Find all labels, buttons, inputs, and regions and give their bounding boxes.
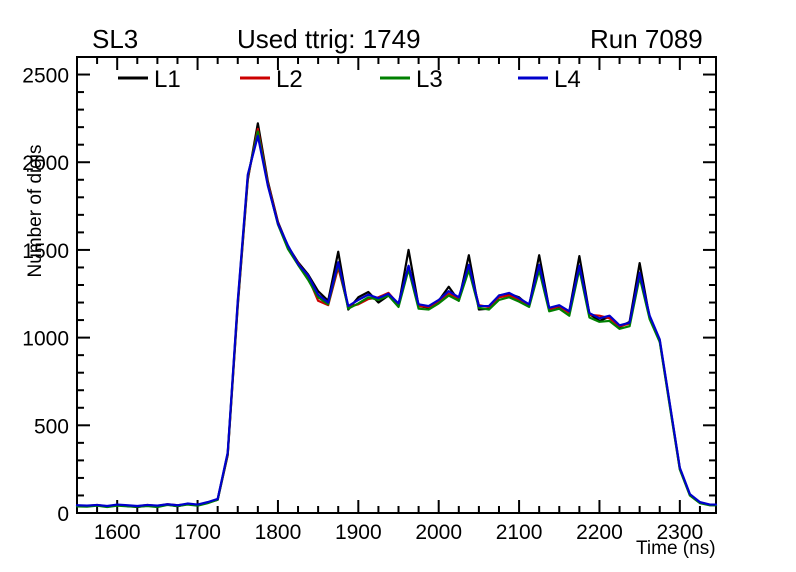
x-tick-label: 2100 bbox=[496, 521, 543, 544]
series-line-l4 bbox=[75, 134, 718, 508]
legend-label-l2: L2 bbox=[276, 66, 303, 93]
data-series-group bbox=[75, 122, 718, 509]
y-tick-label: 1000 bbox=[22, 328, 69, 351]
x-tick-label: 1800 bbox=[255, 521, 302, 544]
series-line-l2 bbox=[75, 127, 718, 508]
legend-label-l3: L3 bbox=[416, 66, 443, 93]
series-line-l1 bbox=[75, 122, 718, 509]
x-axis-ticks bbox=[76, 57, 701, 513]
x-tick-label: 2300 bbox=[656, 521, 703, 544]
legend-label-l4: L4 bbox=[554, 66, 581, 93]
x-tick-labels: 1600 1700 1800 1900 2000 2100 2200 2300 bbox=[94, 521, 703, 544]
x-tick-label: 2200 bbox=[576, 521, 623, 544]
y-tick-label: 2000 bbox=[22, 152, 69, 175]
y-tick-label: 0 bbox=[57, 503, 69, 526]
legend: L1 L2 L3 L4 bbox=[118, 66, 581, 93]
superlayer-label: SL3 bbox=[92, 24, 139, 54]
y-tick-labels: 0 500 1000 1500 2000 2500 bbox=[22, 65, 69, 526]
series-line-l3 bbox=[75, 130, 718, 509]
x-axis-title: Time (ns) bbox=[636, 538, 716, 559]
x-tick-label: 1700 bbox=[174, 521, 221, 544]
x-tick-label: 2000 bbox=[415, 521, 462, 544]
y-axis-ticks bbox=[77, 56, 716, 514]
legend-label-l1: L1 bbox=[154, 66, 181, 93]
axes-frame bbox=[76, 56, 717, 514]
run-label: Run 7089 bbox=[590, 24, 703, 54]
x-tick-label: 1900 bbox=[335, 521, 382, 544]
y-tick-label: 500 bbox=[34, 415, 69, 438]
y-tick-label: 1500 bbox=[22, 240, 69, 263]
x-tick-label: 1600 bbox=[94, 521, 141, 544]
y-tick-label: 2500 bbox=[22, 65, 69, 88]
page-title: Used ttrig: 1749 bbox=[237, 24, 421, 54]
